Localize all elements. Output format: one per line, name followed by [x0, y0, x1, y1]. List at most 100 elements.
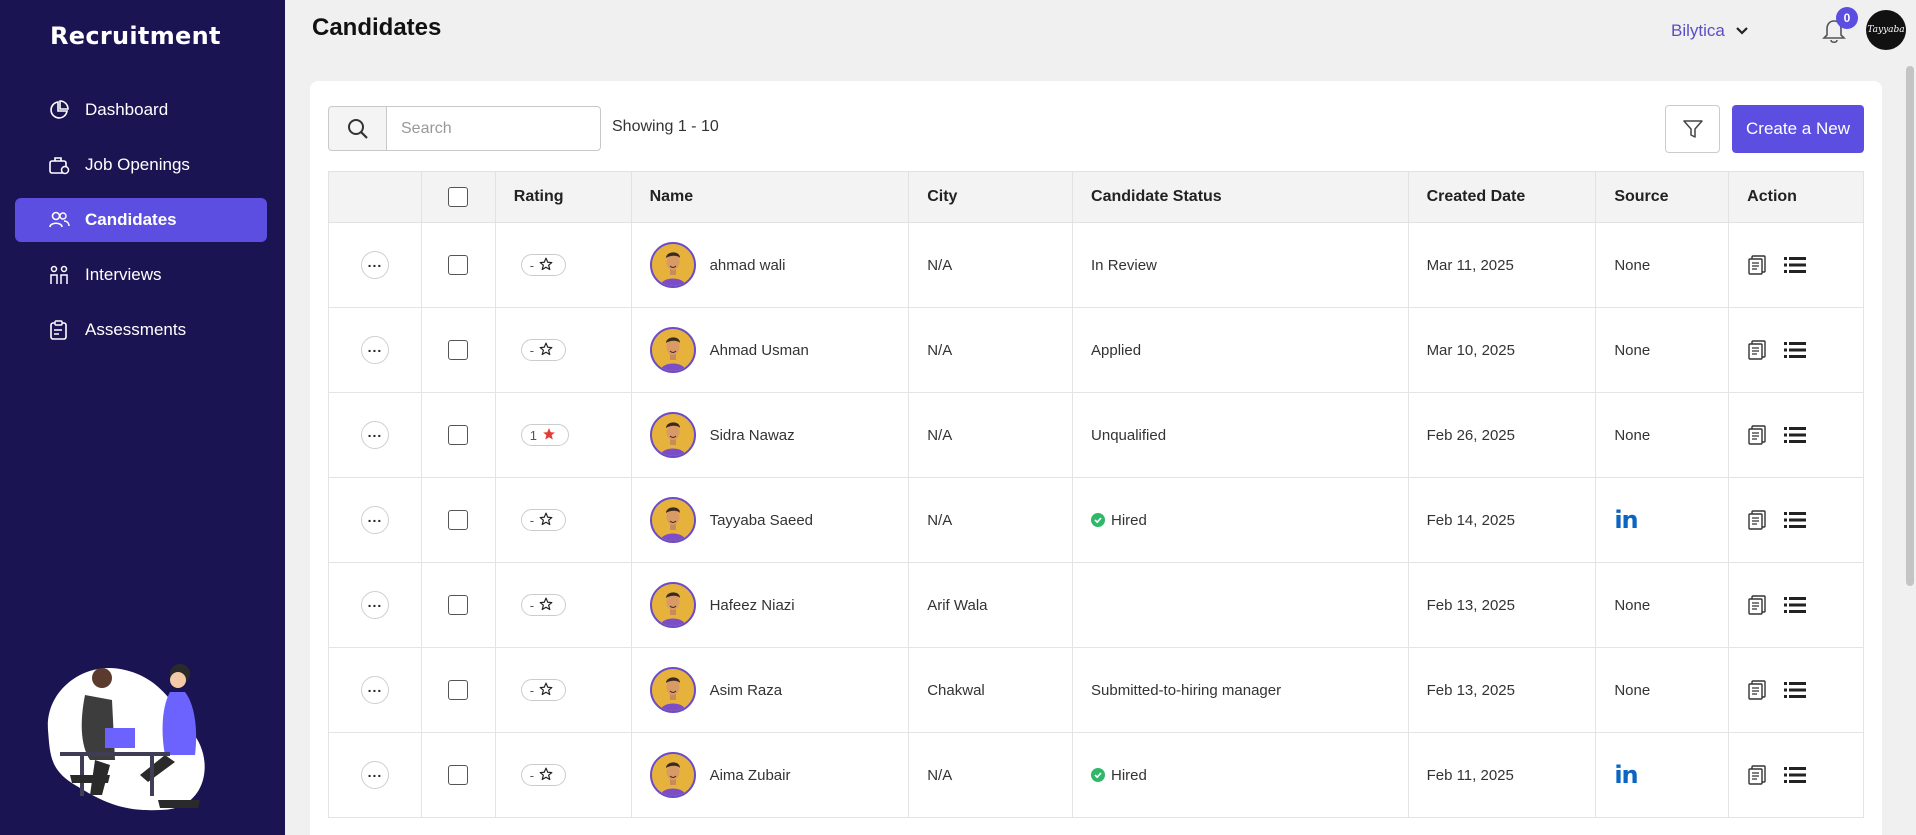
row-checkbox[interactable] — [448, 765, 469, 785]
row-checkbox[interactable] — [448, 595, 469, 615]
sidebar-item-interviews[interactable]: Interviews — [15, 253, 267, 297]
created-date: Mar 11, 2025 — [1426, 256, 1514, 274]
more-cell: ... — [329, 648, 422, 732]
filter-button[interactable] — [1665, 105, 1720, 153]
candidate-name[interactable]: Asim Raza — [709, 681, 783, 699]
create-new-button[interactable]: Create a New — [1732, 105, 1864, 153]
candidate-city: N/A — [927, 256, 953, 274]
row-checkbox[interactable] — [448, 340, 469, 360]
sidebar-item-label: Assessments — [85, 320, 187, 339]
date-cell: Feb 11, 2025 — [1409, 733, 1597, 817]
candidate-city: N/A — [927, 511, 953, 529]
created-date: Mar 10, 2025 — [1426, 341, 1515, 359]
candidate-name[interactable]: Sidra Nawaz — [709, 426, 795, 444]
rating-pill[interactable]: - — [520, 594, 567, 616]
select-cell — [422, 308, 496, 392]
more-options-button[interactable]: ... — [360, 676, 389, 704]
column-header-created-date[interactable]: Created Date — [1409, 172, 1597, 222]
name-cell: Hafeez Niazi — [632, 563, 910, 647]
candidate-name[interactable]: Tayyaba Saeed — [709, 511, 814, 529]
avatar — [649, 242, 696, 288]
sidebar-item-label: Interviews — [85, 265, 162, 284]
list-icon[interactable] — [1783, 680, 1807, 700]
created-date: Feb 14, 2025 — [1426, 511, 1515, 529]
scrollbar-thumb[interactable] — [1906, 66, 1914, 586]
city-cell: Arif Wala — [909, 563, 1074, 647]
list-icon[interactable] — [1783, 340, 1807, 360]
more-options-button[interactable]: ... — [360, 251, 389, 279]
list-icon[interactable] — [1783, 595, 1807, 615]
document-icon[interactable] — [1747, 339, 1769, 361]
document-icon[interactable] — [1747, 594, 1769, 616]
org-selector[interactable]: Bilytica — [1671, 21, 1749, 41]
column-header-name[interactable]: Name — [632, 172, 910, 222]
name-cell: Asim Raza — [632, 648, 910, 732]
row-checkbox[interactable] — [448, 680, 469, 700]
row-checkbox[interactable] — [448, 425, 469, 445]
check-circle-icon — [1091, 513, 1106, 527]
rating-pill[interactable]: - — [520, 679, 567, 701]
date-cell: Mar 11, 2025 — [1409, 223, 1597, 307]
page-title: Candidates — [312, 14, 442, 41]
sidebar-item-job-openings[interactable]: Job Openings — [15, 143, 267, 187]
candidate-name[interactable]: Aima Zubair — [709, 766, 791, 784]
action-icons — [1747, 594, 1807, 616]
avatar — [649, 752, 696, 798]
rating-pill[interactable]: - — [520, 764, 567, 786]
rating-pill[interactable]: - — [520, 339, 567, 361]
rating-value: - — [529, 682, 535, 698]
sidebar-item-dashboard[interactable]: Dashboard — [15, 88, 267, 132]
column-header-source[interactable]: Source — [1596, 172, 1730, 222]
sidebar-item-label: Job Openings — [85, 155, 190, 174]
column-header-status[interactable]: Candidate Status — [1073, 172, 1409, 222]
rating-cell: - — [496, 733, 632, 817]
document-icon[interactable] — [1747, 509, 1769, 531]
list-icon[interactable] — [1783, 765, 1807, 785]
app-brand: Recruitment — [50, 22, 221, 50]
linkedin-icon[interactable]: in — [1614, 506, 1638, 534]
search-icon — [347, 118, 368, 139]
column-header-select — [422, 172, 496, 222]
sidebar-item-candidates[interactable]: Candidates — [15, 198, 267, 242]
table-header: Rating Name City Candidate Status Create… — [328, 171, 1864, 223]
page-scrollbar[interactable] — [1904, 60, 1916, 835]
document-icon[interactable] — [1747, 424, 1769, 446]
user-avatar[interactable]: Tayyaba — [1866, 10, 1906, 50]
rating-pill[interactable]: - — [520, 509, 567, 531]
candidate-name[interactable]: Hafeez Niazi — [709, 596, 795, 614]
list-icon[interactable] — [1783, 255, 1807, 275]
more-options-button[interactable]: ... — [360, 336, 389, 364]
rating-value: - — [529, 342, 535, 358]
action-cell — [1729, 223, 1863, 307]
rating-pill[interactable]: 1 — [520, 424, 569, 446]
more-options-button[interactable]: ... — [360, 421, 389, 449]
more-options-button[interactable]: ... — [360, 591, 389, 619]
list-icon[interactable] — [1783, 425, 1807, 445]
column-header-city[interactable]: City — [909, 172, 1074, 222]
search-input[interactable] — [386, 106, 601, 151]
dashboard-icon — [47, 98, 71, 122]
more-options-button[interactable]: ... — [360, 761, 389, 789]
candidate-name[interactable]: Ahmad Usman — [709, 341, 809, 359]
status-cell: In Review — [1073, 223, 1409, 307]
document-icon[interactable] — [1747, 254, 1769, 276]
candidate-name[interactable]: ahmad wali — [709, 256, 786, 274]
date-cell: Feb 13, 2025 — [1409, 563, 1597, 647]
row-checkbox[interactable] — [448, 510, 469, 530]
city-cell: N/A — [909, 308, 1074, 392]
row-checkbox[interactable] — [448, 255, 469, 275]
rating-value: - — [529, 597, 535, 613]
list-icon[interactable] — [1783, 510, 1807, 530]
rating-pill[interactable]: - — [520, 254, 567, 276]
search-button[interactable] — [328, 106, 386, 151]
sidebar-item-assessments[interactable]: Assessments — [15, 308, 267, 352]
more-options-button[interactable]: ... — [360, 506, 389, 534]
action-cell — [1729, 308, 1863, 392]
document-icon[interactable] — [1747, 764, 1769, 786]
document-icon[interactable] — [1747, 679, 1769, 701]
linkedin-icon[interactable]: in — [1614, 761, 1638, 789]
chevron-down-icon — [1736, 27, 1748, 35]
candidate-city: N/A — [927, 766, 953, 784]
select-all-checkbox[interactable] — [448, 187, 469, 207]
column-header-rating[interactable]: Rating — [496, 172, 632, 222]
